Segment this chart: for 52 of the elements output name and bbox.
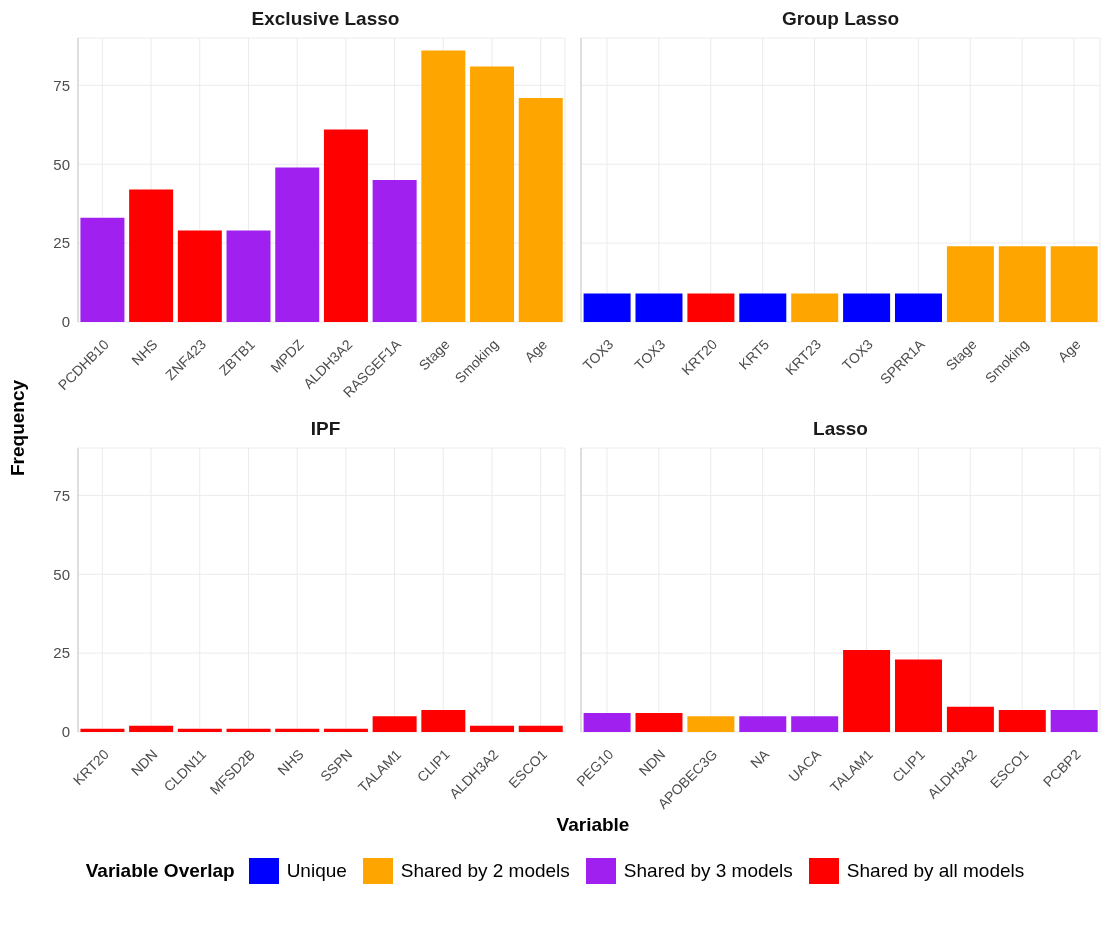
- bar: [739, 716, 787, 732]
- bar: [1050, 709, 1098, 732]
- bar: [80, 728, 125, 732]
- bar: [895, 659, 942, 732]
- bar: [129, 189, 174, 322]
- bar: [421, 50, 466, 322]
- y-tick-label: 50: [53, 565, 70, 583]
- legend-label: Shared by 3 models: [623, 860, 793, 882]
- bar: [323, 129, 368, 322]
- bar: [635, 713, 683, 732]
- chart-title: Exclusive Lasso: [250, 8, 401, 31]
- chart-title: Group Lasso: [780, 8, 901, 31]
- bar: [177, 728, 222, 732]
- bar: [946, 706, 994, 732]
- bar: [470, 66, 515, 322]
- bar: [177, 230, 222, 322]
- y-tick-label: 0: [61, 723, 70, 741]
- x-axis-title: Variable: [555, 814, 631, 836]
- bar: [843, 649, 891, 732]
- bar: [226, 728, 271, 732]
- y-tick-label: 25: [53, 644, 70, 662]
- bar: [518, 97, 563, 322]
- bar: [583, 713, 631, 732]
- bar: [518, 725, 563, 732]
- y-tick-label: 75: [53, 486, 70, 504]
- legend-label: Shared by all models: [846, 860, 1025, 882]
- chart-title: Lasso: [812, 418, 869, 441]
- y-tick-label: 0: [61, 313, 70, 331]
- chart-title: IPF: [309, 418, 342, 441]
- x-tick-label: NA: [747, 745, 773, 772]
- y-axis-title: Frequency: [7, 379, 29, 477]
- bar: [275, 728, 320, 732]
- bar: [129, 725, 174, 732]
- bar: [687, 716, 735, 732]
- legend-label: Shared by 2 models: [400, 860, 570, 882]
- bar: [421, 709, 466, 732]
- y-tick-label: 75: [53, 76, 70, 94]
- legend-title: Variable Overlap: [85, 860, 235, 882]
- x-tick-label: Age: [521, 336, 551, 366]
- bar: [372, 716, 417, 732]
- y-tick-label: 25: [53, 234, 70, 252]
- legend-label: Unique: [286, 860, 347, 882]
- bar: [323, 728, 368, 732]
- bar: [372, 180, 417, 322]
- bar: [791, 716, 839, 732]
- bar: [998, 709, 1046, 732]
- bar: [80, 217, 125, 322]
- x-tick-label: Age: [1054, 336, 1084, 366]
- bar: [470, 725, 515, 732]
- bar: [275, 167, 320, 322]
- bar: [226, 230, 271, 322]
- y-tick-label: 50: [53, 155, 70, 173]
